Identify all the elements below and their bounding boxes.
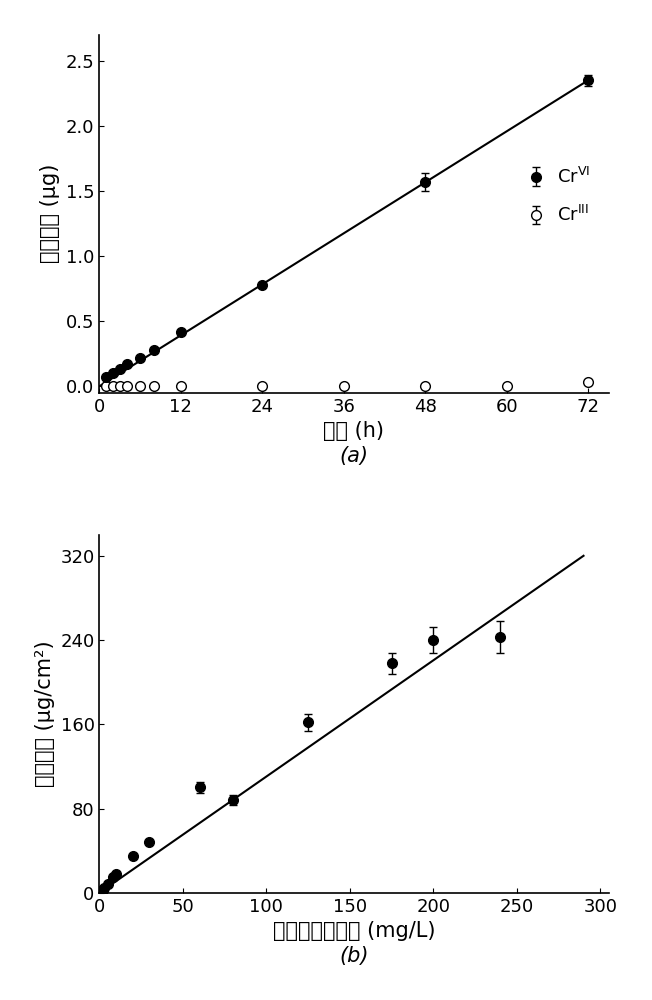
X-axis label: 时间 (h): 时间 (h) [323, 421, 385, 441]
X-axis label: 六价鍴离子浓度 (mg/L): 六价鍴离子浓度 (mg/L) [273, 921, 436, 941]
Legend: Cr$\mathregular{^{VI}}$, Cr$\mathregular{^{III}}$: Cr$\mathregular{^{VI}}$, Cr$\mathregular… [520, 158, 600, 234]
Text: (a): (a) [340, 446, 368, 466]
Y-axis label: 鍴吸附量 (μg): 鍴吸附量 (μg) [40, 164, 60, 263]
Text: (b): (b) [339, 946, 369, 966]
Y-axis label: 鍴吸附量 (μg/cm²): 鍴吸附量 (μg/cm²) [35, 640, 55, 787]
